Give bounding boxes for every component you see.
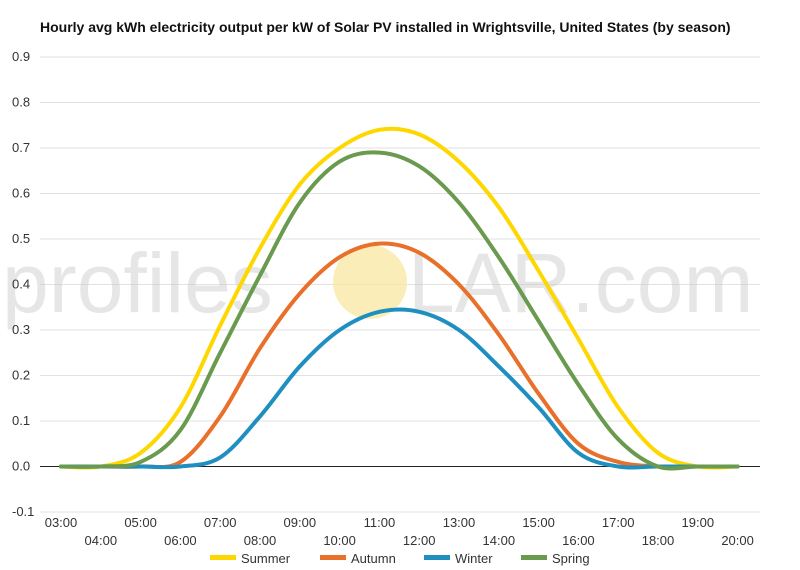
x-tick-label: 06:00 [164,533,197,548]
watermark: profiles LAR.com [2,236,753,330]
y-tick-label: 0.0 [12,459,30,474]
y-tick-label: 0.1 [12,413,30,428]
series-line-summer [59,126,740,470]
series-group [59,126,740,471]
legend-swatch-summer [210,555,236,560]
legend: Summer Autumn Winter Spring [210,551,590,566]
series-line-winter [59,307,740,470]
x-tick-label: 11:00 [364,515,396,530]
watermark-text-right: LAR.com [408,236,753,330]
x-tick-label: 05:00 [124,515,157,530]
x-tick-label: 12:00 [403,533,436,548]
legend-swatch-winter [424,555,450,560]
series-line-autumn [59,241,740,470]
x-tick-label: 16:00 [562,533,595,548]
x-tick-label: 17:00 [602,515,635,530]
y-tick-label: -0.1 [12,504,34,519]
x-tick-label: 20:00 [721,533,754,548]
x-tick-label: 18:00 [642,533,675,548]
watermark-text-left: profiles [2,236,273,330]
y-tick-label: 0.9 [12,49,30,64]
y-tick-label: 0.5 [12,231,30,246]
legend-label-spring: Spring [552,551,590,566]
y-axis: -0.1 0.0 0.1 0.2 0.3 0.4 0.5 0.6 0.7 0.8 0.9 [12,49,34,519]
legend-swatch-spring [521,555,547,560]
x-tick-label: 13:00 [443,515,476,530]
y-tick-label: 0.7 [12,140,30,155]
y-tick-label: 0.8 [12,95,30,110]
x-tick-label: 15:00 [522,515,555,530]
series-line-spring [59,150,740,471]
x-tick-label: 19:00 [682,515,715,530]
x-tick-label: 08:00 [244,533,277,548]
legend-swatch-autumn [320,555,346,560]
x-tick-label: 04:00 [85,533,118,548]
legend-label-autumn: Autumn [351,551,396,566]
chart-title: Hourly avg kWh electricity output per kW… [40,19,731,35]
x-tick-label: 10:00 [323,533,356,548]
y-tick-label: 0.4 [12,277,30,292]
x-tick-label: 09:00 [284,515,317,530]
watermark-sun [333,245,407,319]
x-axis: 03:00 04:00 05:00 06:00 07:00 08:00 09:00 10:00… [45,515,754,548]
y-tick-label: 0.2 [12,368,30,383]
legend-label-summer: Summer [241,551,291,566]
x-tick-label: 03:00 [45,515,78,530]
y-tick-label: 0.6 [12,186,30,201]
legend-label-winter: Winter [455,551,493,566]
x-tick-label: 07:00 [204,515,237,530]
y-tick-label: 0.3 [12,322,30,337]
x-tick-label: 14:00 [483,533,516,548]
